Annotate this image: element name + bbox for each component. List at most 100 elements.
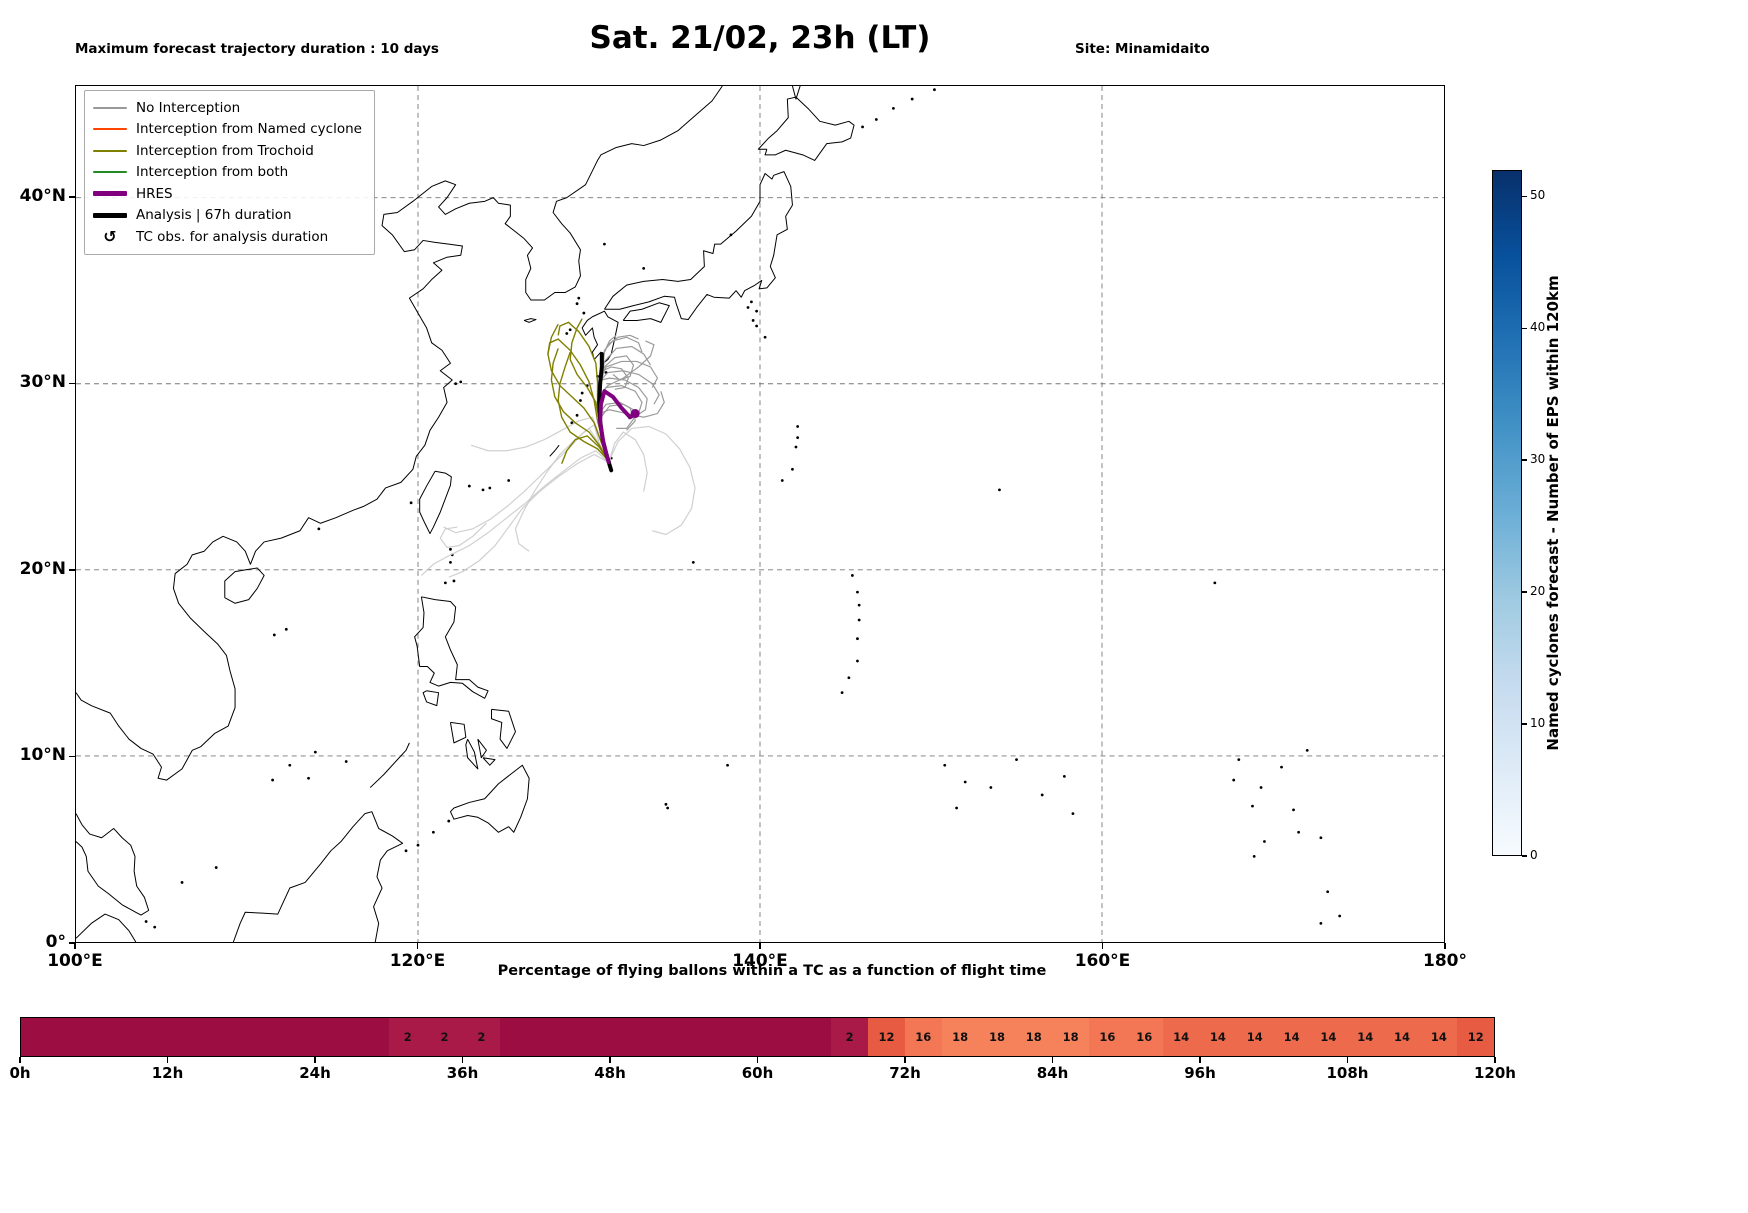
hres-end-marker	[630, 409, 640, 419]
x-axis-tick-label: 180°	[1423, 951, 1467, 971]
colorbar-tick	[1522, 459, 1527, 461]
time-axis-tick	[1346, 1057, 1349, 1063]
colorbar-tick	[1522, 591, 1527, 593]
island-dot	[144, 920, 148, 923]
tc-bar-segment	[352, 1018, 390, 1056]
legend-item: No Interception	[93, 97, 362, 119]
island-dot	[344, 760, 348, 763]
trajectory-faint	[448, 453, 609, 578]
island-dot	[989, 786, 993, 789]
y-axis-tick	[69, 755, 75, 758]
tc-bar-segment: 18	[941, 1018, 979, 1056]
tc-bar-segment	[610, 1018, 648, 1056]
island-dot	[1040, 793, 1044, 797]
tc-bar-segment	[536, 1018, 574, 1056]
time-axis-tick	[904, 1057, 906, 1063]
tc-bar-segment	[131, 1018, 169, 1056]
time-axis-tick	[1494, 1057, 1496, 1063]
x-axis-tick	[416, 943, 419, 949]
tc-bar-segment	[241, 1018, 279, 1056]
island-dot	[910, 97, 914, 101]
tc-bar-segment	[94, 1018, 132, 1056]
island-dot	[180, 881, 184, 884]
coastline	[581, 310, 619, 366]
legend-color-line	[93, 106, 127, 109]
tc-bar-segment: 16	[1125, 1018, 1163, 1056]
island-dot	[794, 445, 798, 449]
tc-bar-segment: 2	[462, 1018, 500, 1056]
tc-bar-segment: 14	[1236, 1018, 1274, 1056]
island-dot	[856, 590, 859, 594]
tc-bar-segment: 18	[1015, 1018, 1053, 1056]
tc-bar-segment: 14	[1309, 1018, 1347, 1056]
trajectory-trochoid-interception	[561, 435, 609, 464]
island-dot	[272, 633, 276, 637]
island-dot	[1071, 812, 1075, 815]
time-axis-tick-label: 84h	[1036, 1064, 1069, 1082]
time-axis-tick	[461, 1057, 464, 1063]
island-dot	[746, 306, 750, 309]
coastline	[549, 444, 560, 457]
island-dot	[998, 488, 1001, 492]
legend-item: Interception from both	[93, 162, 362, 184]
tc-bar-segment: 14	[1273, 1018, 1310, 1056]
y-axis-tick-label: 0°	[45, 932, 66, 952]
coastline	[523, 318, 537, 323]
island-dot	[284, 627, 288, 631]
y-axis-tick	[69, 196, 75, 198]
island-dot	[933, 88, 936, 92]
island-dot	[568, 328, 572, 332]
legend-color-line	[93, 149, 127, 152]
island-dot	[575, 302, 579, 306]
island-dot	[1251, 804, 1254, 808]
island-dot	[1280, 765, 1283, 769]
island-dot	[755, 324, 759, 328]
trajectory-trochoid-interception	[550, 348, 609, 461]
island-dot	[575, 413, 579, 417]
colorbar-tick-label: 30	[1530, 452, 1546, 467]
trajectory-faint	[470, 416, 609, 461]
legend-line-swatch	[93, 149, 127, 152]
island-dot	[1015, 758, 1018, 762]
y-axis-tick	[69, 382, 75, 385]
tc-bar-segment	[278, 1018, 316, 1056]
island-dot	[856, 659, 859, 663]
coastline	[482, 757, 496, 766]
island-dot	[796, 425, 800, 428]
legend-item: Interception from Named cyclone	[93, 119, 362, 141]
y-axis-tick-label: 10°N	[19, 745, 66, 766]
island-dot	[317, 527, 321, 531]
legend-line-swatch	[93, 106, 127, 109]
x-axis-tick	[1101, 943, 1104, 949]
coastline	[419, 470, 452, 535]
legend-item: HRES	[93, 183, 362, 205]
y-axis-tick-label: 20°N	[19, 558, 66, 579]
header-line: Site: Minamidaito	[1075, 41, 1210, 57]
island-dot	[1305, 748, 1309, 752]
colorbar-tick-label: 40	[1530, 320, 1546, 335]
coastline	[449, 764, 530, 833]
island-dot	[1232, 778, 1236, 782]
trajectory-faint	[608, 431, 648, 492]
legend-color-line	[93, 191, 127, 197]
island-dot	[726, 763, 729, 767]
coastline	[791, 86, 801, 100]
island-dot	[214, 866, 218, 869]
trajectory-faint	[439, 522, 487, 549]
trajectory-faint	[420, 450, 609, 576]
tc-bar-segment	[573, 1018, 611, 1056]
tc-bar-segment	[57, 1018, 95, 1056]
island-dot	[447, 819, 451, 823]
island-dot	[416, 843, 420, 847]
tc-bar-segment	[720, 1018, 758, 1056]
y-axis-tick-label: 30°N	[19, 372, 66, 393]
colorbar-tick	[1522, 855, 1527, 857]
island-dot	[307, 776, 310, 780]
island-dot	[847, 676, 851, 680]
time-axis-tick	[609, 1057, 611, 1063]
y-axis-tick-label: 40°N	[19, 185, 66, 206]
tc-bar-segment	[21, 1018, 58, 1056]
tc-bar-segment: 12	[868, 1018, 905, 1056]
island-dot	[431, 830, 435, 834]
tc-bar-segment	[499, 1018, 537, 1056]
